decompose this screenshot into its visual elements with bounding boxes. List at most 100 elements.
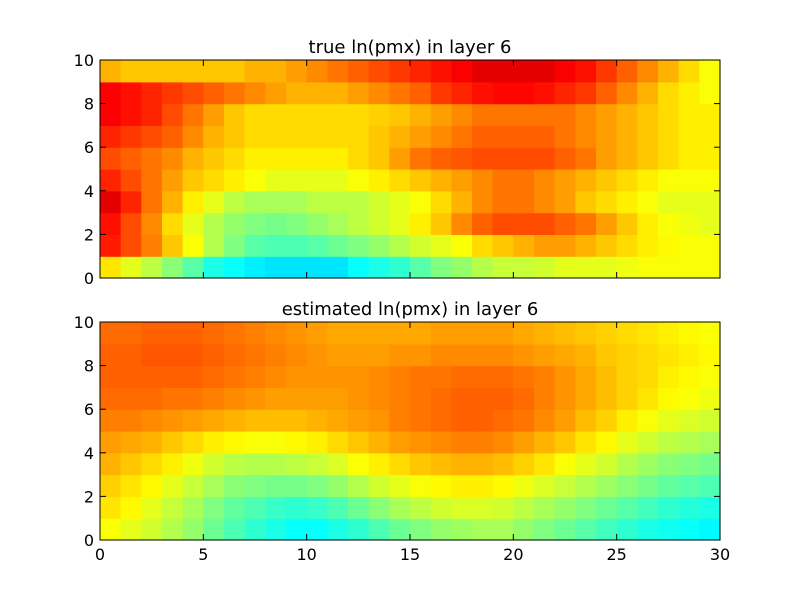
heatmap-cell — [244, 169, 266, 192]
heatmap-cell — [472, 147, 494, 170]
heatmap-cell — [637, 431, 659, 454]
heatmap-cell — [389, 234, 411, 257]
heatmap-cell — [430, 147, 452, 170]
heatmap-cell — [100, 81, 122, 105]
heatmap-cell — [368, 256, 390, 279]
heatmap-cell — [224, 169, 246, 192]
heatmap-cell — [141, 387, 163, 410]
heatmap-cell — [554, 190, 576, 214]
heatmap-cell — [534, 147, 556, 170]
heatmap-cell — [182, 474, 204, 497]
heatmap-cell — [658, 169, 680, 192]
heatmap-cell — [658, 103, 680, 126]
heatmap-cell — [596, 496, 618, 519]
bottom-heatmap-panel: estimated ln(pmx) in layer 6 0 2 4 6 8 10 0 5 10… — [74, 299, 731, 564]
y-tick-label: 6 — [84, 400, 94, 419]
heatmap-cell — [224, 322, 246, 345]
heatmap-cell — [182, 81, 204, 105]
heatmap-cell — [224, 60, 246, 83]
heatmap-cell — [575, 60, 597, 83]
heatmap-cell — [286, 518, 308, 541]
heatmap-cell — [451, 496, 473, 519]
heatmap-cell — [120, 147, 142, 170]
heatmap-cell — [182, 103, 204, 126]
heatmap-cell — [368, 431, 390, 454]
heatmap-cell — [575, 452, 597, 476]
heatmap-cell — [513, 190, 535, 214]
heatmap-cell — [451, 103, 473, 126]
heatmap-cell — [203, 409, 225, 432]
heatmap-cell — [162, 343, 184, 367]
heatmap-cell — [224, 409, 246, 432]
heatmap-cell — [120, 452, 142, 476]
heatmap-cell — [616, 365, 638, 388]
y-tick-label: 10 — [74, 51, 94, 70]
heatmap-cell — [182, 409, 204, 432]
heatmap-cell — [141, 103, 163, 126]
heatmap-cell — [534, 190, 556, 214]
heatmap-cell — [100, 169, 122, 192]
heatmap-cell — [244, 212, 266, 235]
heatmap-cell — [616, 387, 638, 410]
heatmap-cell — [162, 212, 184, 235]
heatmap-cell — [596, 169, 618, 192]
heatmap-cell — [451, 125, 473, 148]
heatmap-cell — [451, 452, 473, 476]
heatmap-cell — [678, 169, 700, 192]
heatmap-cell — [637, 81, 659, 105]
heatmap-cell — [513, 256, 535, 279]
heatmap-cell — [513, 518, 535, 541]
heatmap-cell — [389, 256, 411, 279]
heatmap-cell — [554, 322, 576, 345]
heatmap-cell — [141, 431, 163, 454]
heatmap-cell — [451, 431, 473, 454]
heatmap-cell — [472, 234, 494, 257]
heatmap-cell — [182, 365, 204, 388]
heatmap-cell — [141, 81, 163, 105]
heatmap-cell — [244, 387, 266, 410]
heatmap-cell — [699, 147, 721, 170]
heatmap-cell — [327, 169, 349, 192]
heatmap-cell — [265, 256, 287, 279]
heatmap-cell — [575, 81, 597, 105]
heatmap-cell — [162, 365, 184, 388]
heatmap-cell — [430, 387, 452, 410]
heatmap-cell — [616, 496, 638, 519]
heatmap-cell — [472, 125, 494, 148]
heatmap-cell — [162, 125, 184, 148]
heatmap-cell — [451, 234, 473, 257]
heatmap-cell — [596, 452, 618, 476]
heatmap-cell — [658, 190, 680, 214]
heatmap-cell — [596, 81, 618, 105]
heatmap-cell — [492, 256, 514, 279]
heatmap-cell — [162, 60, 184, 83]
heatmap-cell — [286, 431, 308, 454]
heatmap-cell — [513, 212, 535, 235]
heatmap-cell — [203, 81, 225, 105]
heatmap-cell — [265, 496, 287, 519]
heatmap-cell — [513, 365, 535, 388]
heatmap-cell — [699, 256, 721, 279]
heatmap-cell — [678, 103, 700, 126]
bottom-axis-ticks: 0 2 4 6 8 10 0 5 10 15 20 25 30 — [74, 313, 731, 564]
heatmap-cell — [389, 125, 411, 148]
heatmap-cell — [327, 496, 349, 519]
heatmap-cell — [141, 365, 163, 388]
heatmap-cell — [224, 190, 246, 214]
heatmap-cell — [637, 256, 659, 279]
heatmap-cell — [430, 125, 452, 148]
heatmap-cell — [616, 234, 638, 257]
heatmap-cell — [658, 409, 680, 432]
heatmap-cell — [616, 474, 638, 497]
heatmap-cell — [306, 103, 328, 126]
heatmap-cell — [389, 60, 411, 83]
heatmap-cell — [389, 452, 411, 476]
y-tick-label: 4 — [84, 182, 94, 201]
heatmap-cell — [368, 452, 390, 476]
heatmap-cell — [472, 474, 494, 497]
heatmap-cell — [492, 125, 514, 148]
heatmap-cell — [306, 496, 328, 519]
heatmap-cell — [699, 103, 721, 126]
heatmap-cell — [368, 322, 390, 345]
heatmap-cell — [554, 147, 576, 170]
